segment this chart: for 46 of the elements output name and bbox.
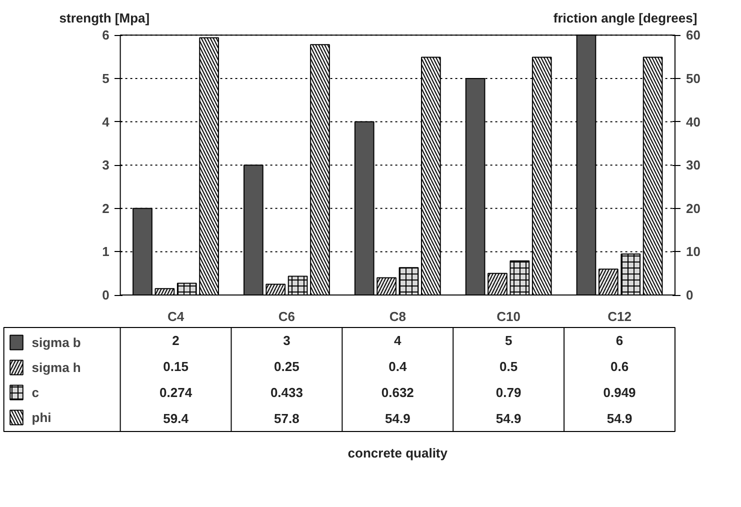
- legend-label: sigma h: [32, 358, 81, 376]
- data-label: 0.632: [381, 385, 414, 400]
- x-tick-label: C6: [278, 309, 296, 324]
- data-label: 0.5: [500, 359, 518, 374]
- x-tick-label: C4: [167, 309, 185, 324]
- data-label: 59.4: [163, 411, 190, 426]
- y-tick-label: 0: [102, 288, 110, 303]
- y2-tick-label: 30: [686, 158, 700, 173]
- x-tick-label: C12: [608, 309, 632, 324]
- data-label: 2: [172, 333, 180, 348]
- x-tick-label: C8: [389, 309, 406, 324]
- data-label: 0.25: [274, 359, 300, 374]
- y2-tick-label: 0: [686, 288, 694, 303]
- y-axis-title: strength [Mpa]: [59, 10, 150, 26]
- data-label: 6: [616, 333, 624, 348]
- y2-tick-label: 10: [686, 244, 700, 260]
- data-label: 0.15: [163, 359, 188, 374]
- legend-label: c: [32, 384, 40, 401]
- data-label: 0.274: [160, 385, 193, 400]
- data-label: 57.8: [274, 411, 300, 426]
- data-label: 3: [283, 333, 290, 348]
- data-label: 0.6: [610, 359, 629, 374]
- y-tick-label: 2: [102, 200, 110, 216]
- y2-tick-label: 40: [686, 114, 700, 130]
- y2-tick-label: 20: [686, 200, 700, 216]
- y-tick-label: 4: [102, 114, 110, 130]
- text: concrete quality: [348, 446, 448, 461]
- y-tick-label: 5: [102, 70, 110, 86]
- data-label: 54.9: [606, 411, 632, 426]
- data-label: 0.4: [388, 359, 408, 374]
- y-tick-label: 3: [102, 158, 110, 173]
- y2-tick-label: 60: [686, 28, 700, 43]
- data-label: 54.9: [496, 411, 522, 426]
- y-tick-label: 6: [102, 28, 110, 43]
- data-label: 5: [504, 333, 512, 348]
- data-label: 0.433: [270, 385, 303, 400]
- legend-label: sigma b: [32, 334, 81, 351]
- y2-axis-title: friction angle [degrees]: [553, 10, 698, 26]
- y2-tick-label: 50: [686, 70, 700, 86]
- data-label: 0.79: [496, 385, 522, 400]
- data-label: 0.949: [603, 385, 636, 400]
- data-label: 4: [394, 333, 402, 348]
- data-label: 54.9: [384, 411, 410, 426]
- x-tick-label: C10: [496, 309, 521, 324]
- y-tick-label: 1: [102, 244, 110, 260]
- legend-label: phi: [32, 408, 52, 426]
